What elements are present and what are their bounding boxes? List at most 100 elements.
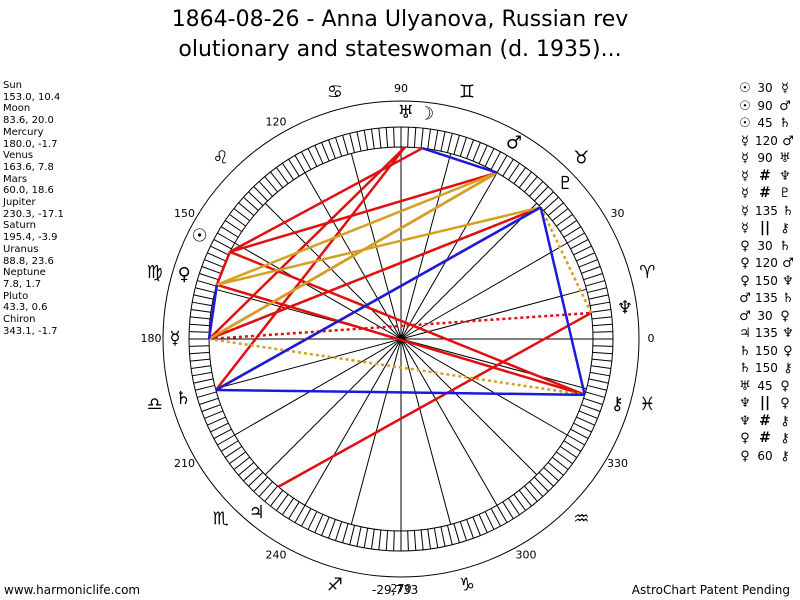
degree-tick [328, 519, 336, 539]
website-link[interactable]: www.harmoniclife.com [4, 583, 141, 597]
degree-tick [328, 139, 336, 159]
degree-tick [534, 476, 549, 492]
aspect-planet-1: ♆ [739, 396, 751, 411]
degree-tick [490, 151, 501, 170]
planet-coords-mars: 60.0, 18.6 [3, 185, 54, 197]
degree-tick [581, 266, 601, 274]
degree-tick [371, 128, 375, 149]
aspect-planet-2: ⚷ [783, 361, 793, 376]
degree-tick [440, 131, 446, 152]
aspect-planet-2: ♄ [779, 238, 791, 254]
planet-glyph-moon: ☽ [418, 103, 434, 124]
degree-tick [294, 505, 306, 523]
aspect-value: 30 [757, 308, 773, 323]
aspect-row: ☉ 45 ♄ [735, 115, 798, 133]
aspect-row: ♄ 150 ⚷ [735, 360, 798, 378]
degree-tick [190, 365, 211, 369]
zodiac-sign-icon: ♐ [327, 574, 343, 595]
degree-tick [478, 514, 488, 533]
degree-tick [349, 525, 356, 545]
degree-tick [248, 472, 264, 487]
degree-tick [363, 130, 369, 151]
degree-tick [496, 505, 508, 523]
aspect-row: ☿ || ⚷ [735, 220, 798, 238]
degree-tick [224, 445, 243, 458]
degree-tick [282, 497, 295, 516]
degree-tick [524, 485, 538, 502]
aspect-row: ♅ 45 ♀ [735, 378, 798, 396]
degree-tick [193, 294, 214, 300]
aspect-planet-1: ☿ [741, 151, 749, 166]
degree-tick [307, 511, 318, 530]
house-spoke [400, 153, 452, 340]
aspect-line [216, 206, 542, 287]
degree-tick [288, 501, 300, 520]
degree-tick [378, 529, 382, 550]
degree-tick [440, 526, 446, 547]
degree-tick [207, 252, 226, 262]
degree-label: 150 [174, 207, 195, 220]
degree-tick [478, 145, 488, 164]
planet-name-pluto: Pluto [3, 290, 29, 302]
degree-tick [342, 135, 349, 155]
degree-tick [551, 456, 569, 470]
planet-coords-mercury: 180.0, -1.7 [3, 138, 58, 150]
degree-tick [199, 397, 219, 405]
aspect-planet-2: ♆ [782, 273, 794, 289]
aspect-planet-1: ♅ [739, 378, 751, 394]
aspect-line [208, 311, 592, 341]
degree-tick [484, 148, 495, 167]
degree-tick [258, 181, 273, 197]
aspect-value: # [759, 430, 771, 446]
degree-tick [264, 485, 278, 502]
aspect-row: ☉ 30 ☿ [735, 80, 798, 98]
planet-coords-moon: 83.6, 20.0 [3, 115, 54, 127]
degree-tick [524, 176, 538, 193]
aspect-planet-1: ☿ [741, 133, 749, 149]
degree-tick [210, 245, 229, 256]
degree-tick [427, 529, 431, 550]
degree-tick [433, 527, 439, 548]
degree-tick [371, 529, 375, 550]
degree-tick [314, 145, 324, 164]
aspect-value: 150 [755, 343, 778, 358]
degree-tick [192, 301, 213, 307]
aspect-line [208, 206, 542, 341]
aspect-planet-1: ♆ [739, 413, 751, 429]
aspect-planet-2: ♄ [779, 116, 791, 131]
planet-position-list: Sun 153.0, 10.4 Moon 83.6, 20.0 Mercury 180.0… [3, 80, 64, 337]
harmonic-value: -29,733 [372, 583, 419, 597]
degree-tick [321, 516, 330, 536]
planet-coords-saturn: 195.4, -3.9 [3, 232, 58, 244]
aspect-planet-2: ♂ [782, 256, 794, 271]
degree-label: 210 [174, 457, 195, 470]
aspect-planet-1: ♀ [740, 448, 750, 464]
degree-tick [591, 365, 612, 369]
degree-tick [587, 384, 607, 391]
aspect-planet-1: ♀ [740, 431, 750, 446]
house-spoke [400, 172, 498, 340]
degree-tick [356, 131, 362, 152]
degree-tick [484, 511, 495, 530]
degree-tick [189, 331, 210, 333]
degree-label: 120 [266, 115, 287, 128]
house-spoke [234, 242, 402, 340]
chart-title-line-2: olutionary and stateswoman (d. 1935)... [178, 37, 622, 62]
degree-tick [233, 208, 251, 222]
degree-tick [556, 213, 573, 227]
aspect-planet-1: ♀ [740, 256, 750, 271]
degree-tick [543, 196, 559, 211]
degree-tick [407, 127, 409, 148]
planet-glyph-neptune: ♆ [617, 297, 633, 318]
aspect-planet-2: ⚷ [780, 448, 790, 464]
aspect-value: 90 [757, 151, 773, 165]
degree-tick [559, 220, 578, 233]
degree-tick [567, 434, 585, 446]
degree-tick [190, 309, 211, 313]
degree-tick [190, 316, 211, 320]
degree-tick [238, 462, 255, 476]
zodiac-sign-icon: ♏ [213, 508, 229, 529]
aspect-planet-2: ♄ [782, 291, 794, 306]
degree-tick [578, 410, 598, 419]
degree-tick [199, 273, 219, 281]
